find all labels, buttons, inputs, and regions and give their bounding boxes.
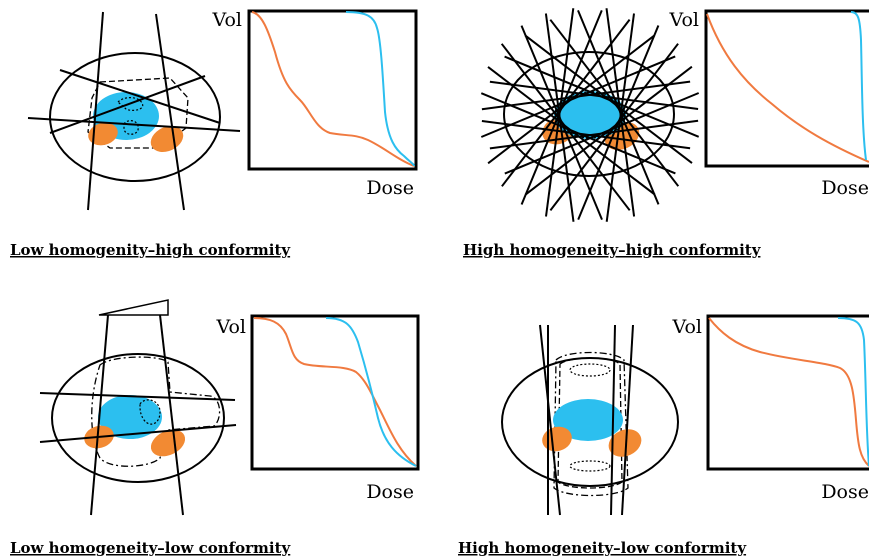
target-volume bbox=[554, 91, 626, 139]
dose-axis-label: Dose bbox=[821, 177, 869, 199]
vol-axis-label: Vol bbox=[216, 316, 247, 338]
dvh-plot-1: Vol Dose bbox=[212, 9, 418, 199]
beam-lines bbox=[39, 314, 237, 516]
body-contour bbox=[51, 353, 225, 483]
beam-line bbox=[504, 55, 700, 138]
beam-diagram-2 bbox=[480, 8, 700, 222]
beam-line bbox=[520, 25, 603, 220]
beam-line bbox=[489, 80, 699, 110]
dvh-curve-organ-at-risk bbox=[708, 317, 869, 467]
dose-axis-label: Dose bbox=[821, 481, 869, 503]
panel-caption: High homogeneity–low conformity bbox=[458, 539, 747, 557]
hot-spot-contour bbox=[139, 399, 161, 425]
beam-line bbox=[577, 10, 660, 205]
dvh-curve-target bbox=[345, 11, 415, 167]
panel-caption: Low homogenity–high conformity bbox=[10, 241, 291, 259]
dvh-plot-2: Vol Dose bbox=[669, 9, 869, 199]
beam-diagram-3 bbox=[39, 299, 237, 516]
vol-axis-label: Vol bbox=[672, 316, 703, 338]
dvh-frame bbox=[704, 9, 869, 168]
panel-low-homogeneity-high-conformity: Vol Dose Low homogenity–high conformity bbox=[10, 9, 418, 259]
isodose-contour bbox=[553, 351, 629, 497]
beam-line bbox=[481, 80, 691, 111]
wedge-filter-icon bbox=[98, 299, 169, 316]
panel-high-homogeneity-high-conformity: Vol Dose High homogeneity–high conformit… bbox=[463, 8, 869, 259]
hot-spot-contour bbox=[117, 97, 144, 135]
dvh-curve-target bbox=[850, 11, 867, 161]
body-contour bbox=[49, 52, 221, 182]
dvh-curve-organ-at-risk bbox=[706, 13, 869, 163]
beam-line bbox=[524, 34, 693, 164]
beam-line bbox=[481, 120, 691, 150]
vol-axis-label: Vol bbox=[669, 9, 700, 31]
dvh-curve-organ-at-risk bbox=[253, 317, 417, 467]
dvh-curve-organ-at-risk bbox=[251, 11, 415, 167]
organ-at-risk-left bbox=[88, 122, 118, 146]
hot-spot-contour-bottom bbox=[569, 460, 611, 472]
panel-caption: Low homogeneity–low conformity bbox=[10, 539, 292, 557]
dose-axis-label: Dose bbox=[366, 177, 414, 199]
beam-lines bbox=[480, 8, 700, 222]
isodose-contour-inner bbox=[557, 357, 623, 489]
beam-diagram-4 bbox=[501, 324, 679, 516]
target-volume bbox=[98, 395, 162, 439]
dvh-plot-4: Vol Dose bbox=[672, 314, 869, 503]
dose-axis-label: Dose bbox=[366, 481, 414, 503]
dvh-plot-3: Vol Dose bbox=[216, 314, 420, 503]
dvh-curve-target bbox=[325, 317, 417, 467]
beam-line bbox=[549, 19, 680, 187]
beam-line bbox=[489, 119, 699, 150]
vol-axis-label: Vol bbox=[212, 9, 243, 31]
panel-caption: High homogeneity–high conformity bbox=[463, 241, 762, 259]
beam-lines bbox=[539, 324, 634, 516]
body-contour bbox=[503, 51, 675, 177]
organ-at-risk-right bbox=[150, 429, 186, 457]
dvh-curve-target bbox=[837, 317, 869, 467]
dvh-frame bbox=[250, 314, 420, 471]
beam-line bbox=[500, 43, 631, 211]
dvh-frame bbox=[247, 9, 418, 171]
panel-high-homogeneity-low-conformity: Vol Dose High homogeneity–low conformity bbox=[458, 314, 869, 557]
beam-diagram-1 bbox=[27, 11, 241, 211]
hot-spot-contour-top bbox=[569, 363, 611, 377]
dvh-frame bbox=[706, 314, 869, 471]
beam-lines bbox=[27, 11, 241, 211]
organ-at-risk-right bbox=[608, 429, 642, 457]
panel-low-homogeneity-low-conformity: Vol Dose Low homogeneity–low conformity bbox=[10, 299, 420, 557]
beam-line bbox=[487, 66, 656, 196]
target-volume bbox=[553, 399, 623, 441]
beam-line bbox=[480, 92, 676, 175]
organ-at-risk-left bbox=[542, 426, 572, 452]
